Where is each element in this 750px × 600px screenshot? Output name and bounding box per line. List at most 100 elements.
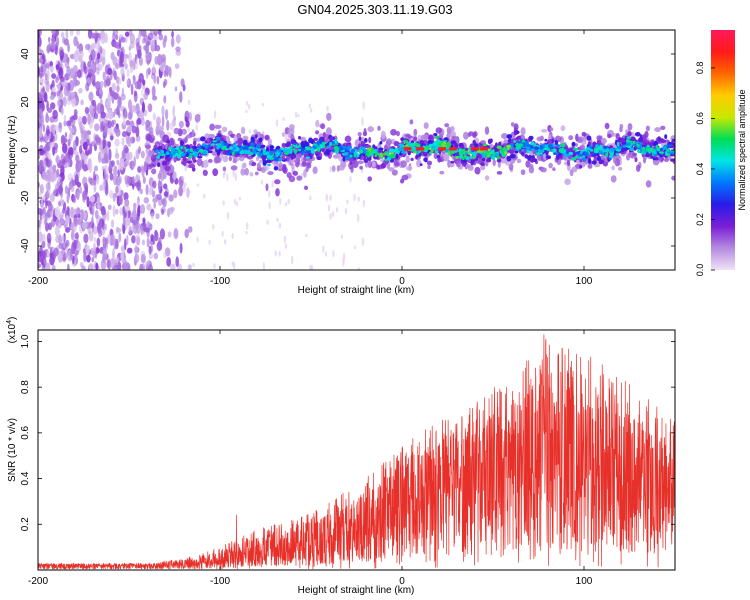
spectrogram-noise-blob [66,65,71,78]
spectrogram-noise-blob [112,192,116,202]
spectrogram-noise-blob [208,239,211,245]
spectrogram-noise-blob [73,36,78,47]
colorbar: 0.0 0.2 0.4 0.6 0.8 Normalized spectral ampl… [695,30,747,276]
spectrogram-band-cell [520,169,526,176]
spectrogram-noise-blob [284,243,288,250]
spectrogram-noise-blob [147,32,154,41]
spectrogram-noise-blob [54,225,60,237]
spectrogram-noise-blob [141,89,144,97]
spectrogram-band-cell [313,137,319,141]
spectrogram-noise-blob [245,101,249,106]
spectrogram-band-cell [308,137,313,144]
spectrogram-band-cell [419,163,423,167]
spectrogram-noise-blob [82,195,86,203]
spectrogram-noise-blob [63,38,69,46]
spectrogram-noise-blob [113,41,119,49]
spectrogram-noise-blob [64,132,68,138]
spectrogram-noise-blob [44,67,47,76]
spectrogram-band-cell [339,147,344,151]
spectrogram-noise-blob [93,236,97,243]
spectrogram-noise-blob [123,192,129,201]
spectrogram-band-cell [506,144,511,148]
spectrogram-band-cell [520,152,525,156]
spectrogram-band-cell [171,147,176,152]
spectrogram-noise-blob [226,173,229,182]
spectrogram-band-cell [496,145,502,149]
spectrogram-noise-blob [79,121,83,130]
spectrogram-noise-blob [48,202,53,212]
spectrogram-band-cell [525,160,531,168]
spectrogram-noise-blob [50,246,55,253]
spectrogram-band-cell [197,146,202,149]
spectrogram-noise-blob [53,147,58,154]
spectrogram-band-cell [506,155,512,162]
spectrogram-noise-blob [309,108,313,113]
spectrogram-band-cell [428,143,433,148]
spectrogram-band-cell [235,140,240,144]
spectrogram-noise-blob [361,237,365,247]
spectrogram-band-cell [501,133,508,139]
spectrogram-band-cell [554,139,559,146]
spectrogram-band-cell [626,153,630,161]
figure-title: GN04.2025.303.11.19.G03 [297,2,452,17]
spectrogram-noise-blob [87,158,91,170]
spectrogram-noise-blob [95,209,99,219]
spectrogram-noise-blob [275,119,279,128]
spectrogram-band-cell [664,134,668,140]
spectrogram-noise-blob [46,44,50,54]
spectrogram-band-cell [498,141,502,147]
spectrogram-band-cell [411,146,416,151]
spectrogram-noise-blob [187,226,193,233]
spectrogram-noise-blob [114,138,120,147]
spectrogram-noise-blob [116,85,120,93]
spectrogram-band-cell [450,160,455,164]
spectrogram-noise-blob [124,109,128,119]
spectrogram-noise-blob [131,235,136,244]
spectrogram-noise-blob [67,173,74,182]
spectrogram-band-cell [468,131,474,136]
spectrogram-band-cell [146,133,152,142]
spectrogram-band-cell [654,127,661,133]
spectrogram-noise-blob [143,45,148,51]
spectrogram-noise-blob [55,235,60,243]
spectrogram-band-cell [267,138,272,146]
spectrogram-noise-blob [85,82,90,92]
spectrogram-band-cell [622,144,627,148]
spectrogram-band-cell [524,140,529,145]
spectrogram-noise-blob [163,252,167,259]
spectrogram-noise-blob [153,74,157,84]
spectrogram-noise-blob [213,110,217,119]
spectrogram-noise-blob [50,65,54,73]
spectrogram-band-cell [591,160,597,165]
spectrogram-noise-blob [66,120,71,127]
spectrogram-band-cell [368,136,372,144]
spectrogram-noise-blob [81,265,86,270]
spectrogram-band-cell [187,149,191,154]
spectrogram-noise-blob [104,223,107,231]
spectrogram-band-cell [292,170,298,176]
spectrogram-band-cell [556,144,560,148]
spectrogram-band-cell [480,162,485,167]
spectrogram-noise-blob [95,81,101,91]
spectrogram-noise-blob [119,51,125,64]
spectrogram-noise-blob [305,233,308,238]
spectrogram-band-cell [661,139,667,143]
spectrogram-band-cell [435,140,439,144]
spectrogram-noise-blob [233,261,236,270]
spectrogram-band-cell [546,148,551,152]
spectrogram-noise-blob [43,160,47,171]
spectrogram-band-cell [579,165,583,169]
spectrogram-noise-blob [233,198,237,205]
spectrogram-band-cell [566,159,571,167]
spectrogram-noise-blob [152,197,158,203]
spectrogram-noise-blob [52,30,56,38]
spectrogram-band-cell [468,152,471,155]
spectrogram-noise-blob [42,170,47,180]
spectrogram-band-cell [364,137,368,143]
spectrogram-band-cell [572,147,579,151]
spectrogram-band-cell [565,154,570,157]
spectrogram-noise-blob [49,256,55,266]
spectrogram-noise-blob [234,172,238,181]
spectrogram-noise-blob [196,236,199,243]
spectrogram-noise-blob [92,225,99,235]
